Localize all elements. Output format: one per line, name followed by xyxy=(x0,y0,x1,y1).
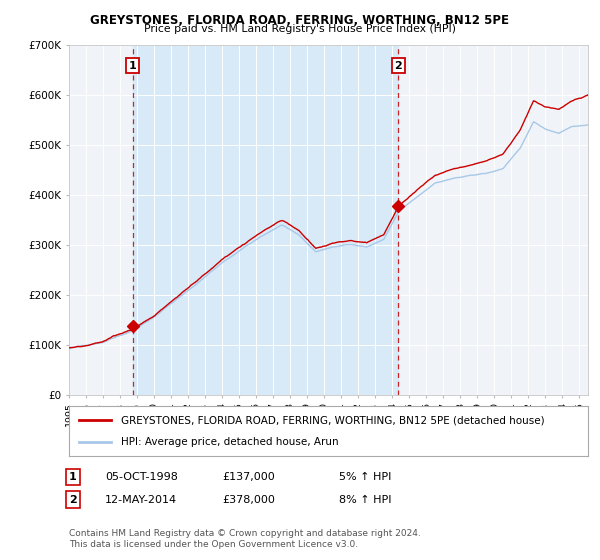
Text: 1: 1 xyxy=(129,60,137,71)
Text: £137,000: £137,000 xyxy=(222,472,275,482)
Text: GREYSTONES, FLORIDA ROAD, FERRING, WORTHING, BN12 5PE (detached house): GREYSTONES, FLORIDA ROAD, FERRING, WORTH… xyxy=(121,415,545,425)
Text: GREYSTONES, FLORIDA ROAD, FERRING, WORTHING, BN12 5PE: GREYSTONES, FLORIDA ROAD, FERRING, WORTH… xyxy=(91,14,509,27)
Text: Contains HM Land Registry data © Crown copyright and database right 2024.
This d: Contains HM Land Registry data © Crown c… xyxy=(69,529,421,549)
Text: HPI: Average price, detached house, Arun: HPI: Average price, detached house, Arun xyxy=(121,437,338,447)
Text: Price paid vs. HM Land Registry's House Price Index (HPI): Price paid vs. HM Land Registry's House … xyxy=(144,24,456,34)
Text: 8% ↑ HPI: 8% ↑ HPI xyxy=(339,494,391,505)
Text: 12-MAY-2014: 12-MAY-2014 xyxy=(105,494,177,505)
Text: 2: 2 xyxy=(395,60,403,71)
Text: £378,000: £378,000 xyxy=(222,494,275,505)
Bar xyxy=(133,45,398,395)
Text: 2: 2 xyxy=(69,494,77,505)
Text: 1: 1 xyxy=(69,472,77,482)
Text: 05-OCT-1998: 05-OCT-1998 xyxy=(105,472,178,482)
Text: 5% ↑ HPI: 5% ↑ HPI xyxy=(339,472,391,482)
